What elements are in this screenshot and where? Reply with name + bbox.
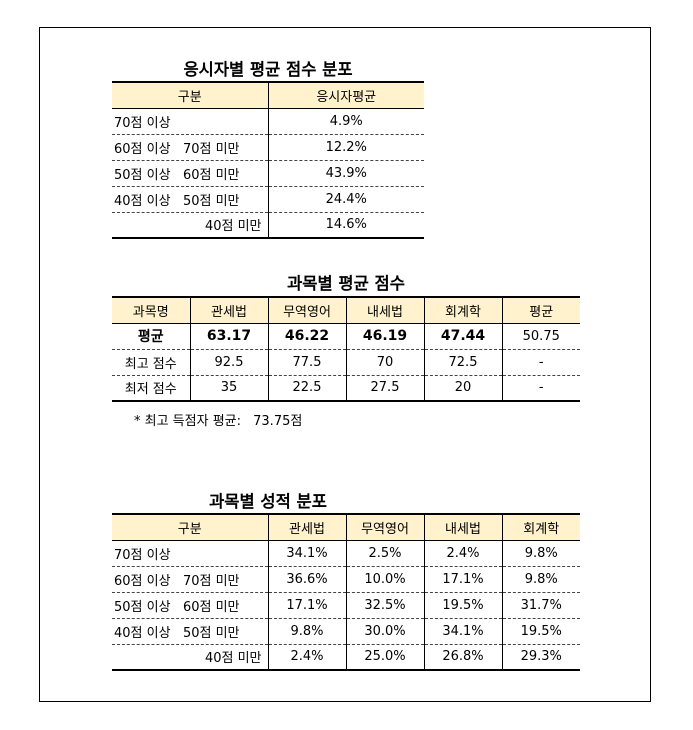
row-label: 70점 이상 [112, 108, 268, 135]
cell: 9.8% [267, 618, 346, 645]
header-cell: 무역영어 [267, 296, 346, 324]
row-label: 40점 이상 50점 미만 [112, 186, 268, 213]
note-value: 73.75점 [253, 414, 303, 429]
table2-header-row: 과목명 관세법 무역영어 내세법 회계학 평균 [112, 296, 580, 324]
row-label: 평균 [112, 323, 190, 350]
cell: 77.5 [267, 349, 346, 376]
cell: 46.19 [345, 323, 424, 350]
cell: 63.17 [189, 323, 268, 350]
cell: 27.5 [345, 375, 424, 402]
header-cell: 내세법 [423, 513, 502, 541]
table-row: 70점 이상 4.9% [112, 108, 424, 135]
row-label: 40점 이상 50점 미만 [112, 618, 268, 645]
cell: 2.4% [267, 644, 346, 671]
cell: - [501, 375, 580, 402]
cell: - [501, 349, 580, 376]
cell: 10.0% [345, 566, 424, 593]
row-value: 24.4% [267, 186, 424, 213]
cell: 2.4% [423, 540, 502, 567]
table1-score-distribution: 구분 응시자평균 70점 이상 4.9% 60점 이상 70점 미만 12.2%… [112, 81, 424, 239]
header-cell: 관세법 [189, 296, 268, 324]
cell: 30.0% [345, 618, 424, 645]
header-cell: 내세법 [345, 296, 424, 324]
row-label: 40점 미만 [112, 644, 268, 671]
header-cell: 무역영어 [345, 513, 424, 541]
table1-title: 응시자별 평균 점수 분포 [183, 60, 353, 79]
table-row: 최저 점수 35 22.5 27.5 20 - [112, 375, 580, 402]
cell: 31.7% [501, 592, 580, 619]
row-value: 14.6% [267, 212, 424, 239]
table1-header-row: 구분 응시자평균 [112, 81, 424, 109]
table-row: 50점 이상 60점 미만 17.1% 32.5% 19.5% 31.7% [112, 592, 580, 619]
cell: 32.5% [345, 592, 424, 619]
cell: 17.1% [267, 592, 346, 619]
cell: 2.5% [345, 540, 424, 567]
cell: 92.5 [189, 349, 268, 376]
table1-header-average: 응시자평균 [267, 81, 424, 109]
cell: 47.44 [423, 323, 502, 350]
row-label: 50점 이상 60점 미만 [112, 592, 268, 619]
cell: 72.5 [423, 349, 502, 376]
cell: 19.5% [501, 618, 580, 645]
table-row: 70점 이상 34.1% 2.5% 2.4% 9.8% [112, 540, 580, 567]
row-value: 43.9% [267, 160, 424, 187]
header-cell: 회계학 [501, 513, 580, 541]
table1-header-category: 구분 [112, 81, 268, 109]
row-label: 60점 이상 70점 미만 [112, 134, 268, 161]
table-row: 40점 이상 50점 미만 9.8% 30.0% 34.1% 19.5% [112, 618, 580, 645]
header-cell: 관세법 [267, 513, 346, 541]
table-row: 60점 이상 70점 미만 36.6% 10.0% 17.1% 9.8% [112, 566, 580, 593]
table-row: 60점 이상 70점 미만 12.2% [112, 134, 424, 161]
row-label: 최고 점수 [112, 349, 190, 376]
document-frame [39, 27, 651, 702]
cell: 46.22 [267, 323, 346, 350]
row-value: 12.2% [267, 134, 424, 161]
table-row: 최고 점수 92.5 77.5 70 72.5 - [112, 349, 580, 376]
table3-header-row: 구분 관세법 무역영어 내세법 회계학 [112, 513, 580, 541]
row-label: 70점 이상 [112, 540, 268, 567]
header-cell: 회계학 [423, 296, 502, 324]
cell: 36.6% [267, 566, 346, 593]
cell: 9.8% [501, 540, 580, 567]
cell: 35 [189, 375, 268, 402]
header-cell: 구분 [112, 513, 268, 541]
cell: 34.1% [423, 618, 502, 645]
cell: 20 [423, 375, 502, 402]
cell: 29.3% [501, 644, 580, 671]
cell: 26.8% [423, 644, 502, 671]
table2-title: 과목별 평균 점수 [287, 274, 405, 293]
header-cell: 과목명 [112, 296, 190, 324]
table-row: 50점 이상 60점 미만 43.9% [112, 160, 424, 187]
row-label: 40점 미만 [112, 212, 268, 239]
row-label: 최저 점수 [112, 375, 190, 402]
cell: 34.1% [267, 540, 346, 567]
cell: 22.5 [267, 375, 346, 402]
cell: 25.0% [345, 644, 424, 671]
table3-subject-distribution: 구분 관세법 무역영어 내세법 회계학 70점 이상 34.1% 2.5% 2.… [112, 513, 580, 671]
row-label: 60점 이상 70점 미만 [112, 566, 268, 593]
table-row: 40점 미만 2.4% 25.0% 26.8% 29.3% [112, 644, 580, 671]
top-scorer-note: * 최고 득점자 평균: 73.75점 [134, 410, 302, 429]
table-row: 40점 미만 14.6% [112, 212, 424, 239]
row-label: 50점 이상 60점 미만 [112, 160, 268, 187]
cell: 17.1% [423, 566, 502, 593]
table2-subject-average: 과목명 관세법 무역영어 내세법 회계학 평균 평균 63.17 46.22 4… [112, 296, 580, 402]
cell: 70 [345, 349, 424, 376]
table-row: 평균 63.17 46.22 46.19 47.44 50.75 [112, 323, 580, 350]
cell: 9.8% [501, 566, 580, 593]
table3-title: 과목별 성적 분포 [209, 492, 327, 511]
header-cell: 평균 [501, 296, 580, 324]
cell: 50.75 [501, 323, 580, 350]
row-value: 4.9% [267, 108, 424, 135]
cell: 19.5% [423, 592, 502, 619]
note-label: * 최고 득점자 평균: [134, 414, 241, 429]
table-row: 40점 이상 50점 미만 24.4% [112, 186, 424, 213]
